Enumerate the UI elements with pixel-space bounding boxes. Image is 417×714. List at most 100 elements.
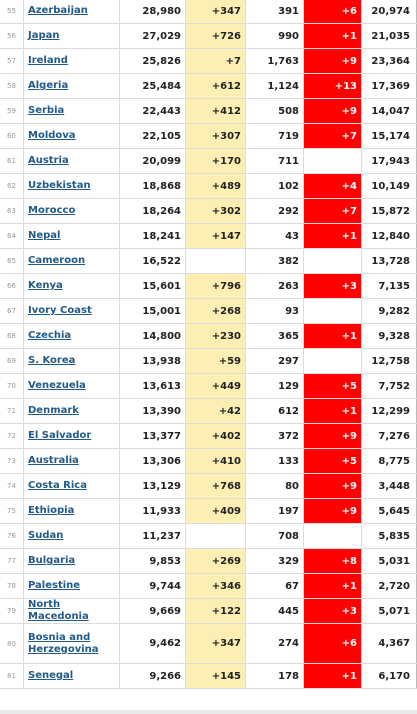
country-link[interactable]: Costa Rica (28, 480, 87, 491)
total-deaths-cell-value: 197 (278, 505, 299, 517)
country-link[interactable]: S. Korea (28, 355, 76, 366)
country-link[interactable]: Bulgaria (28, 555, 76, 566)
new-cases-cell: +170 (186, 149, 246, 173)
country-link[interactable]: Algeria (28, 80, 69, 91)
total-recovered-cell-value: 21,035 (371, 30, 410, 42)
country-link[interactable]: Japan (28, 30, 60, 41)
country-cell[interactable]: Bosnia and Herzegovina (24, 624, 120, 663)
rank-cell: 57 (0, 49, 24, 73)
total-deaths-cell: 93 (246, 299, 304, 323)
country-cell[interactable]: Cameroon (24, 249, 120, 273)
country-cell[interactable]: Kenya (24, 274, 120, 298)
total-cases-cell: 18,241 (120, 224, 186, 248)
country-link[interactable]: Ireland (28, 55, 68, 66)
new-deaths-cell-value: +13 (334, 80, 357, 92)
total-recovered-cell-value: 7,135 (378, 280, 410, 292)
country-cell[interactable]: Uzbekistan (24, 174, 120, 198)
country-link[interactable]: Ethiopia (28, 505, 75, 516)
country-cell[interactable]: Serbia (24, 99, 120, 123)
country-link[interactable]: Nepal (28, 230, 61, 241)
country-link[interactable]: Uzbekistan (28, 180, 91, 191)
country-link[interactable]: Sudan (28, 530, 64, 541)
new-deaths-cell-value: +3 (341, 280, 357, 292)
total-deaths-cell-value: 129 (278, 380, 299, 392)
table-row: 66 Kenya 15,601 +796 263 +3 7,135 (0, 274, 417, 299)
table-row: 72 El Salvador 13,377 +402 372 +9 7,276 (0, 424, 417, 449)
country-cell[interactable]: Moldova (24, 124, 120, 148)
country-cell[interactable]: Senegal (24, 664, 120, 688)
country-cell[interactable]: Japan (24, 24, 120, 48)
new-cases-cell: +122 (186, 599, 246, 623)
country-cell[interactable]: Costa Rica (24, 474, 120, 498)
country-cell[interactable]: Czechia (24, 324, 120, 348)
country-link[interactable]: Senegal (28, 670, 74, 681)
table-row: 68 Czechia 14,800 +230 365 +1 9,328 (0, 324, 417, 349)
country-link[interactable]: Australia (28, 455, 79, 466)
new-cases-cell-value: +449 (211, 380, 241, 392)
rank-cell-value: 62 (7, 182, 16, 190)
new-cases-cell: +412 (186, 99, 246, 123)
country-cell[interactable]: Ireland (24, 49, 120, 73)
new-cases-cell: +410 (186, 449, 246, 473)
new-deaths-cell-value: +7 (341, 205, 357, 217)
total-recovered-cell-value: 4,367 (378, 638, 410, 649)
rank-cell: 79 (0, 599, 24, 623)
country-link[interactable]: Morocco (28, 205, 76, 216)
country-link[interactable]: North Macedonia (28, 599, 89, 622)
country-cell[interactable]: Algeria (24, 74, 120, 98)
country-cell[interactable]: Denmark (24, 399, 120, 423)
country-cell[interactable]: El Salvador (24, 424, 120, 448)
total-cases-cell: 25,826 (120, 49, 186, 73)
rank-cell: 62 (0, 174, 24, 198)
total-recovered-cell: 14,047 (362, 99, 417, 123)
rank-cell: 74 (0, 474, 24, 498)
country-cell[interactable]: Bulgaria (24, 549, 120, 573)
new-deaths-cell: +9 (304, 99, 362, 123)
total-cases-cell: 16,522 (120, 249, 186, 273)
country-cell[interactable]: Australia (24, 449, 120, 473)
total-recovered-cell-value: 3,448 (378, 480, 410, 492)
country-cell[interactable]: Ivory Coast (24, 299, 120, 323)
new-deaths-cell: +1 (304, 324, 362, 348)
total-deaths-cell: 711 (246, 149, 304, 173)
country-link[interactable]: El Salvador (28, 430, 92, 441)
country-link[interactable]: Cameroon (28, 255, 86, 266)
country-link[interactable]: Palestine (28, 580, 81, 591)
country-link[interactable]: Moldova (28, 130, 76, 141)
table-row: 56 Japan 27,029 +726 990 +1 21,035 (0, 24, 417, 49)
country-link[interactable]: Denmark (28, 405, 79, 416)
country-link[interactable]: Kenya (28, 280, 63, 291)
total-recovered-cell-value: 12,758 (371, 355, 410, 367)
table-row: 69 S. Korea 13,938 +59 297 12,758 (0, 349, 417, 374)
new-cases-cell: +489 (186, 174, 246, 198)
country-link[interactable]: Czechia (28, 330, 72, 341)
country-cell[interactable]: Palestine (24, 574, 120, 598)
rank-cell: 77 (0, 549, 24, 573)
new-deaths-cell-value: +8 (341, 555, 357, 567)
country-link[interactable]: Austria (28, 155, 69, 166)
country-link[interactable]: Serbia (28, 105, 65, 116)
country-link[interactable]: Bosnia and Herzegovina (28, 631, 99, 655)
country-cell[interactable]: Venezuela (24, 374, 120, 398)
country-cell[interactable]: North Macedonia (24, 599, 120, 623)
total-deaths-cell: 372 (246, 424, 304, 448)
country-cell[interactable]: S. Korea (24, 349, 120, 373)
country-cell[interactable]: Nepal (24, 224, 120, 248)
new-cases-cell: +269 (186, 549, 246, 573)
horizontal-scrollbar[interactable] (0, 710, 417, 714)
country-cell[interactable]: Morocco (24, 199, 120, 223)
table-row: 60 Moldova 22,105 +307 719 +7 15,174 (0, 124, 417, 149)
table-row: 71 Denmark 13,390 +42 612 +1 12,299 (0, 399, 417, 424)
country-cell[interactable]: Ethiopia (24, 499, 120, 523)
country-link[interactable]: Ivory Coast (28, 305, 92, 316)
country-cell[interactable]: Austria (24, 149, 120, 173)
new-cases-cell: +726 (186, 24, 246, 48)
country-cell[interactable]: Azerbaijan (24, 0, 120, 23)
rank-cell-value: 59 (7, 107, 16, 115)
country-cell[interactable]: Sudan (24, 524, 120, 548)
total-recovered-cell-value: 12,840 (371, 230, 410, 242)
total-deaths-cell-value: 612 (278, 405, 299, 417)
total-recovered-cell-value: 5,031 (378, 555, 410, 567)
country-link[interactable]: Azerbaijan (28, 5, 88, 16)
country-link[interactable]: Venezuela (28, 380, 86, 391)
